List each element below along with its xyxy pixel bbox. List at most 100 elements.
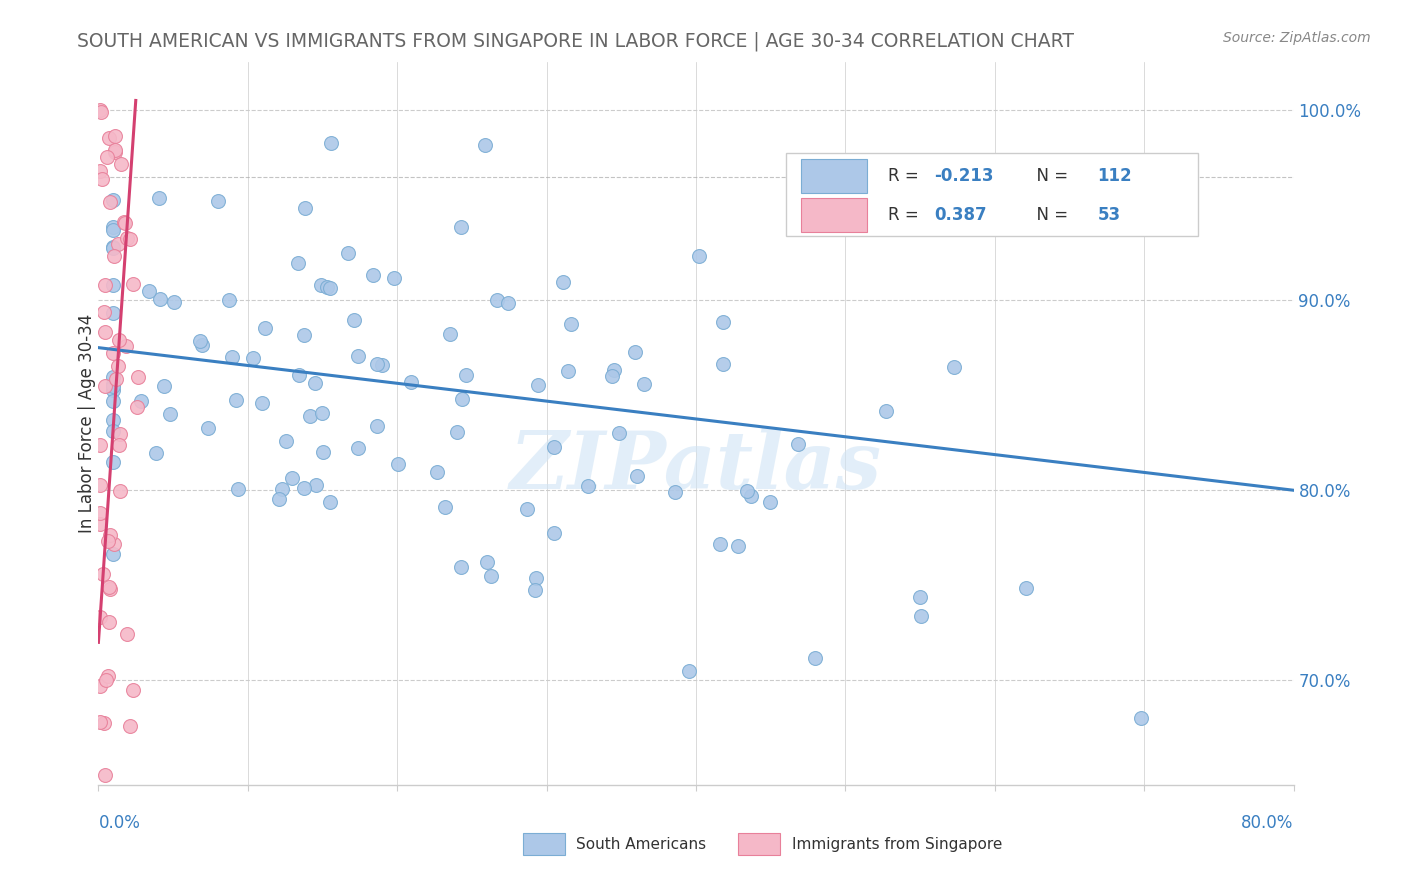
Point bbox=[115, 339, 138, 353]
Point bbox=[138, 284, 160, 298]
Point bbox=[89, 715, 111, 730]
Point bbox=[607, 425, 630, 440]
Point bbox=[311, 277, 333, 292]
Y-axis label: In Labor Force | Age 30-34: In Labor Force | Age 30-34 bbox=[79, 314, 96, 533]
Point bbox=[115, 231, 138, 245]
Point bbox=[786, 437, 808, 451]
Point bbox=[496, 296, 519, 310]
Point bbox=[316, 280, 339, 294]
Point bbox=[127, 369, 149, 384]
Point bbox=[91, 172, 114, 186]
Point bbox=[242, 351, 264, 365]
Point bbox=[103, 193, 125, 207]
Point bbox=[103, 393, 125, 408]
Point bbox=[347, 442, 370, 456]
Point bbox=[207, 194, 229, 209]
Point bbox=[159, 407, 181, 421]
Point bbox=[294, 482, 316, 496]
Point bbox=[129, 394, 152, 409]
Point bbox=[560, 317, 582, 331]
Point bbox=[451, 392, 474, 406]
Text: SOUTH AMERICAN VS IMMIGRANTS FROM SINGAPORE IN LABOR FORCE | AGE 30-34 CORRELATI: SOUTH AMERICAN VS IMMIGRANTS FROM SINGAP… bbox=[77, 31, 1074, 51]
Point bbox=[89, 478, 111, 492]
Point bbox=[366, 357, 388, 371]
Point bbox=[103, 413, 125, 427]
Point bbox=[304, 376, 326, 391]
Point bbox=[163, 295, 186, 310]
Point bbox=[298, 409, 321, 423]
Point bbox=[557, 364, 579, 378]
Text: N =: N = bbox=[1026, 206, 1073, 224]
Point bbox=[727, 539, 749, 553]
Point bbox=[112, 215, 135, 229]
Point bbox=[288, 368, 311, 382]
Point bbox=[600, 369, 623, 384]
Point bbox=[107, 333, 129, 347]
Point bbox=[125, 400, 148, 414]
Point bbox=[148, 191, 170, 205]
Point bbox=[98, 528, 121, 542]
FancyBboxPatch shape bbox=[786, 153, 1198, 235]
Point bbox=[633, 377, 655, 392]
Text: Source: ZipAtlas.com: Source: ZipAtlas.com bbox=[1223, 31, 1371, 45]
Point bbox=[527, 378, 550, 392]
Point bbox=[103, 219, 125, 234]
Point bbox=[118, 232, 141, 246]
Point bbox=[110, 157, 132, 171]
Point bbox=[312, 445, 335, 459]
Point bbox=[942, 360, 965, 375]
Point bbox=[108, 483, 131, 498]
Point bbox=[450, 220, 472, 235]
Point bbox=[89, 103, 111, 117]
Point bbox=[93, 304, 115, 318]
Point bbox=[108, 427, 131, 442]
Point bbox=[387, 458, 409, 472]
Point bbox=[94, 673, 117, 687]
Point bbox=[446, 425, 468, 440]
Text: 0.0%: 0.0% bbox=[98, 814, 141, 832]
Point bbox=[97, 580, 120, 594]
Point bbox=[94, 278, 117, 293]
Point bbox=[305, 478, 328, 492]
Point bbox=[89, 610, 111, 624]
Point bbox=[294, 201, 316, 215]
Point bbox=[1015, 581, 1038, 595]
Point bbox=[524, 571, 547, 585]
Point bbox=[908, 591, 931, 605]
Text: -0.213: -0.213 bbox=[934, 167, 993, 185]
Point bbox=[108, 438, 131, 452]
Text: ZIPatlas: ZIPatlas bbox=[510, 428, 882, 506]
Point bbox=[103, 370, 125, 384]
Point bbox=[875, 404, 897, 418]
Point bbox=[426, 466, 449, 480]
Point bbox=[346, 349, 368, 363]
Point bbox=[225, 392, 247, 407]
Point bbox=[96, 534, 118, 549]
Point bbox=[713, 315, 735, 329]
Point bbox=[103, 424, 125, 438]
Point bbox=[475, 555, 498, 569]
Point bbox=[103, 455, 125, 469]
Point bbox=[267, 492, 290, 507]
Point bbox=[221, 350, 243, 364]
Point bbox=[336, 246, 359, 260]
Point bbox=[603, 363, 626, 377]
Point bbox=[543, 526, 565, 541]
Text: South Americans: South Americans bbox=[576, 837, 707, 852]
Point bbox=[474, 137, 496, 152]
Point bbox=[104, 129, 127, 144]
Point bbox=[118, 719, 141, 733]
Point bbox=[711, 358, 734, 372]
Point bbox=[89, 506, 111, 520]
Point bbox=[456, 368, 478, 382]
Point bbox=[117, 627, 139, 641]
Point bbox=[479, 569, 502, 583]
Point bbox=[319, 280, 342, 294]
Point bbox=[197, 421, 219, 435]
Point bbox=[523, 582, 546, 597]
Point bbox=[576, 478, 599, 492]
Point bbox=[91, 566, 114, 581]
Point bbox=[101, 346, 124, 360]
Text: Immigrants from Singapore: Immigrants from Singapore bbox=[792, 837, 1002, 852]
Point bbox=[433, 500, 456, 514]
